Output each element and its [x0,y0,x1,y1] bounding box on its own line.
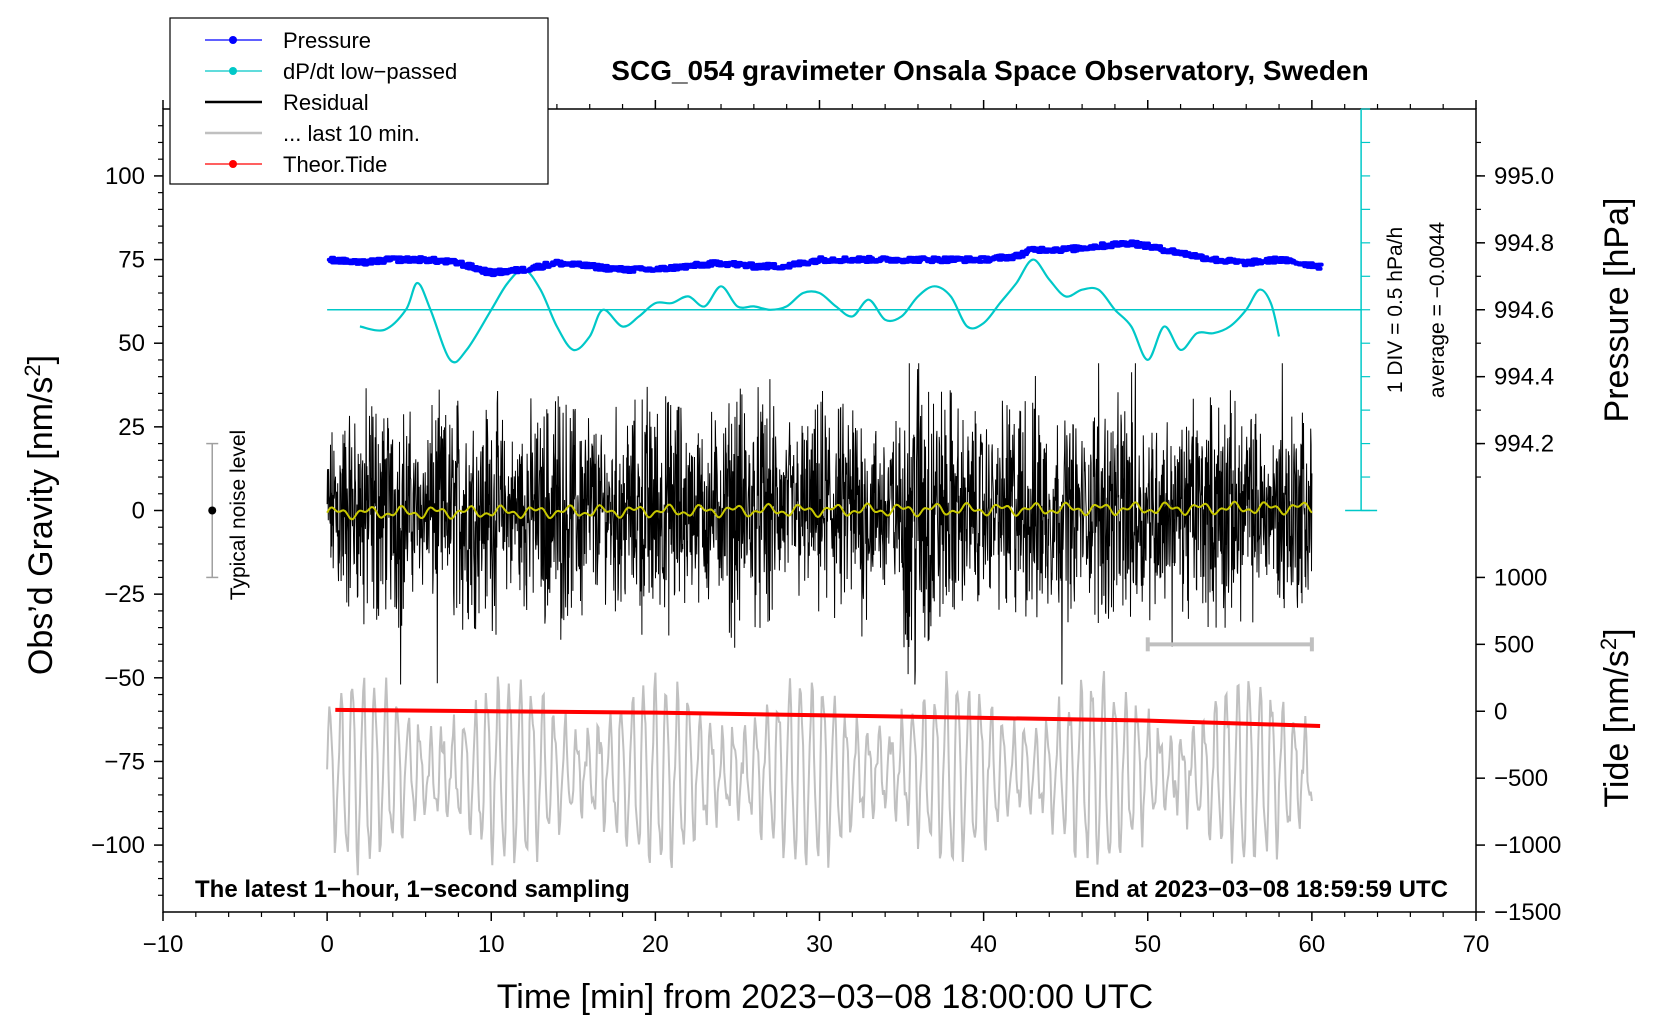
y-left-tick-label: −50 [104,665,145,692]
pressure-tick-label: 994.6 [1494,297,1554,324]
noise-indicator [206,442,219,579]
legend-items: Pressure dP/dt low−passed Residual ... last… [205,28,457,177]
noise-center-dot [208,506,217,515]
x-tick-label: 70 [1463,931,1490,958]
x-tick-label: 0 [320,931,333,958]
x-tick-label: 30 [806,931,833,958]
pressure-tick-label: 994.8 [1494,230,1554,257]
tide-tick-label: 1000 [1494,564,1547,591]
x-tick-label: −10 [143,931,184,958]
y-left-label-main: Obs’d Gravity [nm/s [22,377,60,676]
x-tick-label: 60 [1299,931,1326,958]
y-left-tick-label: 0 [132,498,145,525]
y-left-tick-label: −100 [91,832,145,859]
y-right-tide-label: Tide [nm/s2] [1596,628,1636,807]
legend-label: Residual [283,90,369,115]
dpdt-average-label: average = −0.0044 [1426,222,1449,399]
y-left-axis-label: Obs’d Gravity [nm/s2] [20,355,60,675]
x-tick-label: 50 [1134,931,1161,958]
tide-tick-label: 500 [1494,631,1534,658]
y-left-tick-label: 50 [118,330,145,357]
y-left-tick-label: 75 [118,247,145,274]
tide-tick-label: −1500 [1494,899,1561,926]
last-10-min-series [326,671,1313,876]
y-left-tick-label: 25 [118,414,145,441]
legend-label: ... last 10 min. [283,121,420,146]
footer-left-label: The latest 1−hour, 1−second sampling [195,876,630,903]
tide-label-main: Tide [nm/s [1598,650,1636,807]
legend-label: dP/dt low−passed [283,59,457,84]
tide-tick-label: −1000 [1494,832,1561,859]
pressure-tick-label: 994.2 [1494,431,1554,458]
legend-swatch-dot [229,36,237,44]
x-axis-label: Time [min] from 2023−03−08 18:00:00 UTC [497,978,1153,1016]
noise-level-label: Typical noise level [227,430,250,600]
running-mean-series [326,500,1313,521]
legend-swatch-dot [229,160,237,168]
y-left-label-end: ] [22,355,60,364]
x-tick-label: 10 [478,931,505,958]
chart-title: SCG_054 gravimeter Onsala Space Observat… [611,55,1368,86]
y-left-tick-label: 100 [105,163,145,190]
legend: Pressure dP/dt low−passed Residual ... last… [169,17,549,185]
y-right-pressure-label: Pressure [hPa] [1598,198,1636,423]
tide-tick-label: −500 [1494,765,1548,792]
footer-right-label: End at 2023−03−08 18:59:59 UTC [1074,876,1448,903]
pressure-tick-label: 995.0 [1494,163,1554,190]
tide-label-end: ] [1598,628,1636,637]
x-tick-label: 20 [642,931,669,958]
pressure-series [326,239,1324,278]
dpdt-scale-label: 1 DIV = 0.5 hPa/h [1384,227,1407,393]
legend-swatch-dot [229,67,237,75]
residual-series [326,363,1313,685]
series-layer [326,108,1378,876]
axes-layer: −10 0 10 20 30 40 50 60 70−100−75−50−25025507510… [91,100,1561,958]
theor-tide-series [335,707,1321,728]
y-left-label-sup: 2 [20,364,45,376]
tide-label-sup: 2 [1596,638,1621,650]
x-tick-label: 40 [970,931,997,958]
y-left-tick-label: −25 [104,581,145,608]
y-left-tick-label: −75 [104,748,145,775]
legend-label: Theor.Tide [283,152,387,177]
tide-tick-label: 0 [1494,698,1507,725]
legend-label: Pressure [283,28,371,53]
pressure-tick-label: 994.4 [1494,364,1554,391]
